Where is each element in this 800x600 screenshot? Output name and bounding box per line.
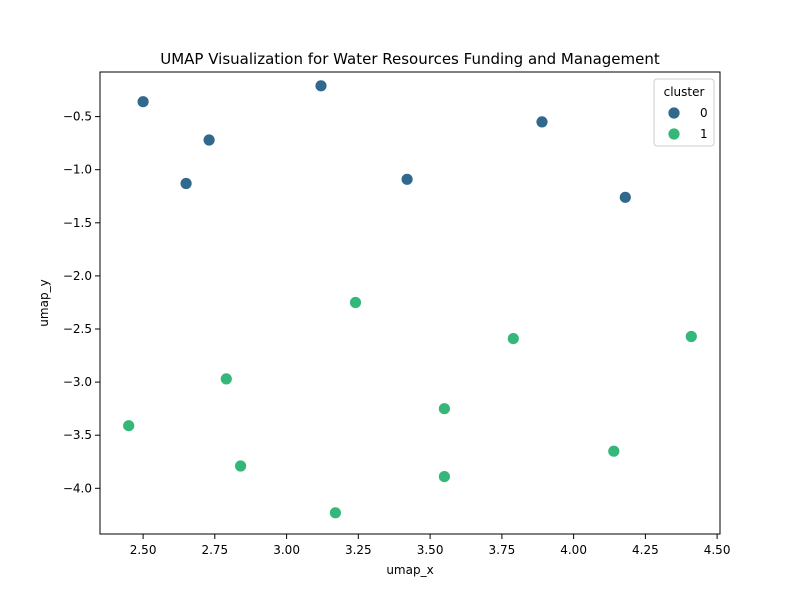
legend-label-cluster-0: 0	[700, 106, 708, 120]
scatter-point-cluster-1	[506, 332, 520, 346]
plot-points	[122, 79, 698, 520]
scatter-point-cluster-1	[349, 296, 362, 309]
x-tick-label: 3.50	[417, 543, 444, 557]
legend-label-cluster-1: 1	[700, 127, 708, 141]
x-tick-label: 4.50	[704, 543, 731, 557]
scatter-point-cluster-0	[535, 115, 549, 129]
legend-marker-cluster-1	[667, 127, 681, 141]
scatter-point-cluster-1	[219, 372, 233, 386]
y-axis: −0.5 −1.0 −1.5 −2.0 −2.5 −3.0 −3.5 −4.0	[63, 110, 100, 495]
legend-marker-cluster-0	[667, 106, 681, 120]
y-tick-label: −1.0	[63, 163, 92, 177]
y-tick-label: −4.0	[63, 481, 92, 495]
scatter-point-cluster-0	[400, 172, 414, 186]
y-tick-label: −3.0	[63, 375, 92, 389]
x-tick-label: 3.75	[489, 543, 516, 557]
legend: cluster 01	[653, 78, 715, 147]
y-tick-label: −1.5	[63, 216, 92, 230]
x-axis: 2.50 2.75 3.00 3.25 3.50 3.75 4.00 4.25 4.50	[130, 534, 731, 557]
y-tick-label: −0.5	[63, 110, 92, 124]
scatter-point-cluster-1	[607, 444, 621, 458]
scatter-point-cluster-0	[179, 177, 193, 190]
scatter-point-cluster-0	[202, 133, 216, 147]
scatter-point-cluster-1	[328, 506, 342, 520]
y-axis-label: umap_y	[37, 279, 51, 326]
x-tick-label: 3.25	[345, 543, 372, 557]
scatter-point-cluster-0	[136, 95, 150, 109]
scatter-point-cluster-1	[234, 459, 248, 473]
y-tick-label: −3.5	[63, 428, 92, 442]
x-tick-label: 4.00	[560, 543, 587, 557]
plot-frame	[99, 71, 721, 535]
x-tick-label: 3.00	[273, 543, 300, 557]
scatter-point-cluster-1	[122, 419, 136, 433]
scatter-point-cluster-1	[684, 330, 698, 343]
legend-box	[653, 78, 715, 147]
scatter-point-cluster-1	[437, 470, 451, 484]
scatter-point-cluster-0	[314, 79, 328, 93]
x-tick-label: 2.50	[130, 543, 157, 557]
x-axis-label: umap_x	[386, 563, 433, 577]
scatter-point-cluster-1	[437, 402, 451, 416]
y-tick-label: −2.0	[63, 269, 92, 283]
legend-items: 01	[667, 106, 708, 141]
scatter-point-cluster-0	[618, 190, 632, 204]
chart-title: UMAP Visualization for Water Resources F…	[160, 50, 660, 68]
y-tick-label: −2.5	[63, 322, 92, 336]
x-tick-label: 4.25	[632, 543, 659, 557]
legend-title: cluster	[664, 85, 705, 99]
x-tick-label: 2.75	[201, 543, 228, 557]
